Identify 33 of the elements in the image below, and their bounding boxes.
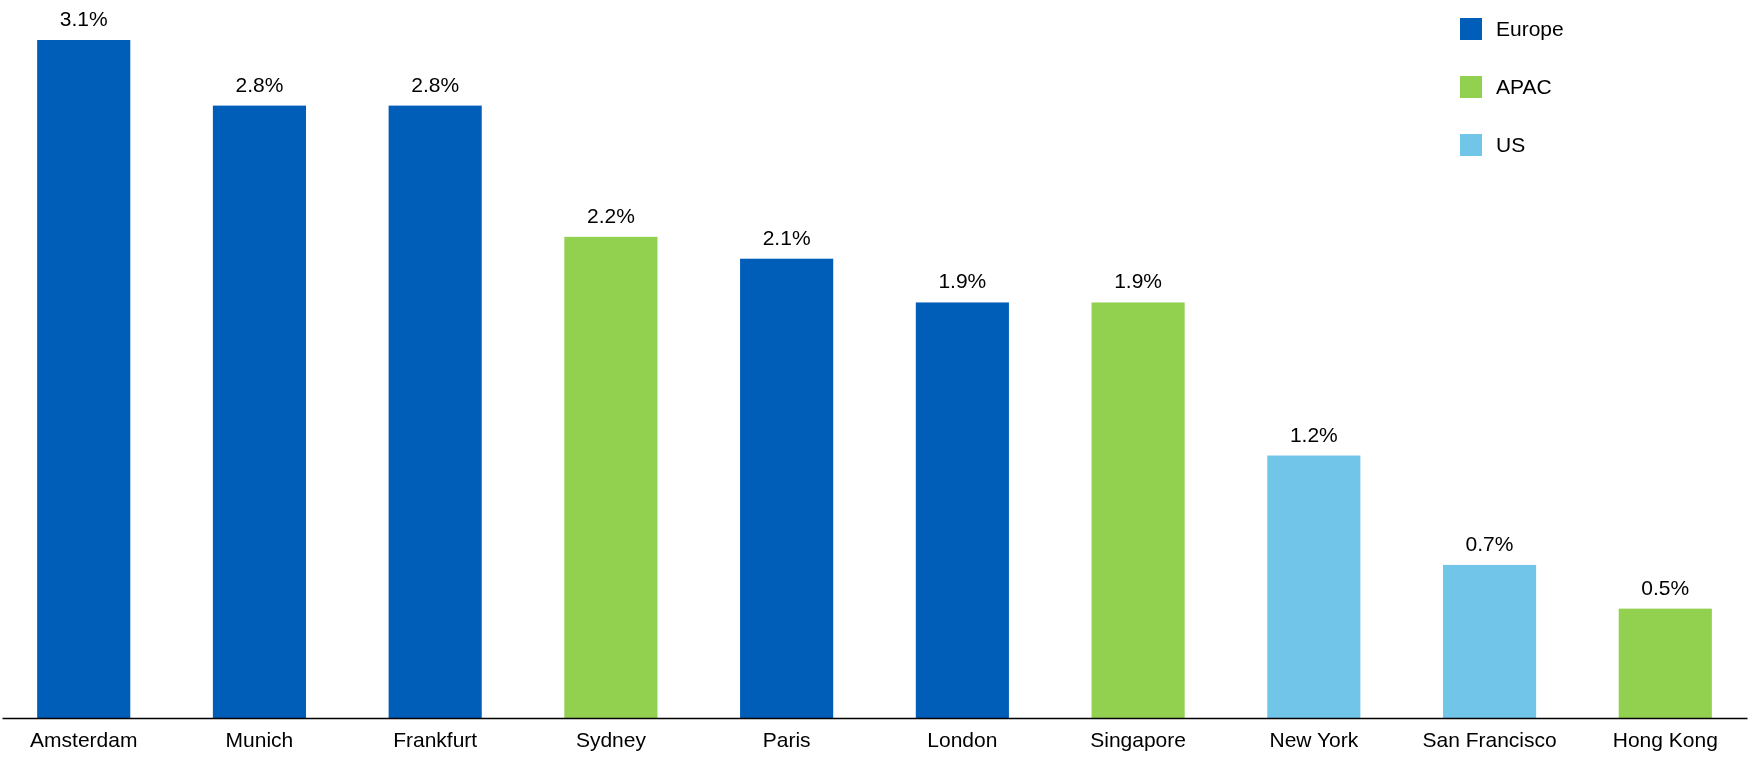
data-label: 2.2% xyxy=(586,203,635,227)
bar xyxy=(564,236,658,718)
bar xyxy=(915,302,1009,718)
x-tick-label: London xyxy=(927,727,998,751)
x-tick-label: Singapore xyxy=(1090,727,1186,751)
bar xyxy=(388,105,482,718)
data-label: 1.2% xyxy=(1289,422,1338,446)
data-label: 3.1% xyxy=(59,7,108,30)
bar xyxy=(212,105,307,718)
x-tick-label: Frankfurt xyxy=(393,727,478,751)
x-tick-label: Sydney xyxy=(575,727,647,751)
data-label: 1.9% xyxy=(1114,269,1163,293)
data-label: 0.5% xyxy=(1641,575,1690,599)
data-label: 1.9% xyxy=(938,269,987,293)
bar xyxy=(1091,302,1185,718)
bar xyxy=(740,258,834,718)
bar xyxy=(37,40,131,718)
x-tick-label: Paris xyxy=(762,727,811,751)
data-label: 2.8% xyxy=(411,72,460,96)
legend-label: US xyxy=(1496,133,1526,156)
legend-label: Europe xyxy=(1496,17,1564,40)
data-label: 2.1% xyxy=(762,225,811,249)
bar xyxy=(1618,608,1712,718)
data-label: 2.8% xyxy=(235,72,284,96)
bar xyxy=(1442,564,1537,718)
x-tick-label: Amsterdam xyxy=(30,727,138,751)
x-tick-label: Munich xyxy=(225,727,294,751)
x-tick-label: Hong Kong xyxy=(1612,727,1718,751)
data-label: 0.7% xyxy=(1465,531,1514,555)
x-tick-label: San Francisco xyxy=(1422,727,1557,751)
x-tick-label: New York xyxy=(1269,727,1359,751)
legend-label: APAC xyxy=(1496,75,1552,98)
bar xyxy=(1267,455,1361,718)
